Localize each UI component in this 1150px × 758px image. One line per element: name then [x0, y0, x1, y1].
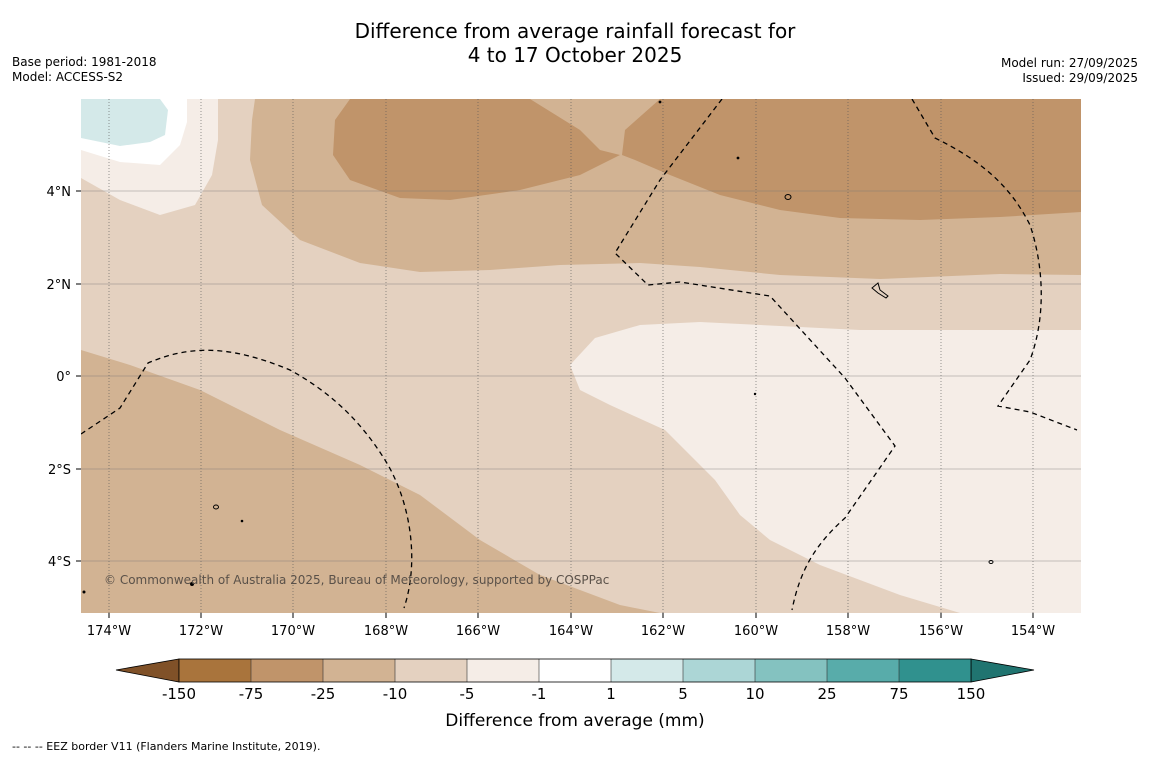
colorbar-tick: 150 — [957, 685, 986, 703]
copyright-text: © Commonwealth of Australia 2025, Bureau… — [104, 573, 609, 587]
island-9 — [988, 560, 994, 564]
axis-ticks — [76, 190, 1034, 618]
colorbar-segment — [611, 659, 683, 682]
map-plot-area: © Commonwealth of Australia 2025, Bureau… — [81, 99, 1081, 613]
lon-label: 168°W — [364, 624, 408, 639]
colorbar-tick: 25 — [817, 685, 836, 703]
eez-footnote: -- -- -- EEZ border V11 (Flanders Marine… — [12, 740, 321, 753]
colorbar-segment — [467, 659, 539, 682]
colorbar-segment — [683, 659, 755, 682]
colorbar-ticks: -150 -75 -25 -10 -5 -1 1 5 10 25 75 150 — [162, 685, 985, 703]
colorbar-segment — [395, 659, 467, 682]
graticule-parallels — [81, 190, 1081, 562]
island-3 — [213, 504, 219, 510]
colorbar-tick: 10 — [745, 685, 764, 703]
island-10 — [82, 590, 86, 594]
island-7 — [658, 100, 662, 104]
colorbar-tick: -25 — [311, 685, 336, 703]
lon-label: 166°W — [456, 624, 500, 639]
colorbar-dividers — [250, 659, 900, 682]
colorbar-tick: 1 — [606, 685, 616, 703]
longitude-labels: 174°W 172°W 170°W 168°W 166°W 164°W 162°… — [87, 624, 1055, 639]
colorbar-extend-high — [970, 658, 1035, 683]
colorbar-tick: -10 — [383, 685, 408, 703]
lat-label: 0° — [56, 370, 71, 385]
colorbar-segment — [179, 659, 251, 682]
chart-title: Difference from average rainfall forecas… — [0, 19, 1150, 67]
lat-label: 2°S — [48, 463, 71, 478]
island-6 — [736, 156, 740, 160]
islands — [82, 100, 994, 594]
island-4 — [240, 519, 244, 523]
colorbar-segment — [323, 659, 395, 682]
issued-date: Issued: 29/09/2025 — [1022, 71, 1138, 85]
lat-label: 4°N — [47, 185, 72, 200]
lat-label: 2°N — [47, 278, 72, 293]
island-1 — [784, 194, 792, 200]
colorbar-tick: -5 — [460, 685, 475, 703]
field-east-m5 — [570, 322, 1081, 613]
model-run: Model run: 27/09/2025 — [1000, 56, 1138, 70]
lon-label: 174°W — [87, 624, 131, 639]
lat-label: 4°S — [48, 555, 71, 570]
colorbar-extend-low — [115, 658, 180, 683]
colorbar-tick: -150 — [162, 685, 196, 703]
colorbar-segment — [899, 659, 971, 682]
base-period: Base period: 1981-2018 — [12, 55, 157, 69]
colorbar-label: Difference from average (mm) — [445, 711, 704, 731]
title-line-2: 4 to 17 October 2025 — [467, 43, 683, 67]
colorbar-frame — [178, 658, 972, 683]
lon-label: 158°W — [826, 624, 870, 639]
eez-border-2 — [614, 99, 896, 611]
field-southwest-m25 — [81, 350, 660, 613]
model-name: Model: ACCESS-S2 — [12, 70, 124, 84]
island-2 — [871, 282, 889, 299]
latitude-labels: 4°N 2°N 0° 2°S 4°S — [47, 185, 72, 570]
field-topleft-p1 — [81, 99, 168, 146]
colorbar-segment — [251, 659, 323, 682]
title-line-1: Difference from average rainfall forecas… — [354, 19, 796, 43]
colorbar-tick: 75 — [889, 685, 908, 703]
field-north-m75-east — [622, 99, 1081, 220]
colorbar: -150 -75 -25 -10 -5 -1 1 5 10 25 75 150 … — [115, 658, 1035, 731]
colorbar-tick: 5 — [678, 685, 688, 703]
eez-border-1 — [81, 349, 413, 609]
lon-label: 154°W — [1011, 624, 1055, 639]
meta-left: Base period: 1981-2018 Model: ACCESS-S2 — [12, 55, 157, 85]
eez-border-3 — [911, 99, 1078, 431]
lon-label: 164°W — [549, 624, 593, 639]
lon-label: 160°W — [734, 624, 778, 639]
lon-label: 162°W — [641, 624, 685, 639]
island-8 — [753, 392, 757, 396]
meta-right: Model run: 27/09/2025 Issued: 29/09/2025 — [1001, 56, 1138, 86]
lon-label: 170°W — [271, 624, 315, 639]
field-north-m75-west — [333, 99, 620, 200]
colorbar-segment — [539, 659, 611, 682]
island-5 — [190, 582, 194, 586]
eez-borders — [81, 99, 1078, 611]
colorbar-segment — [755, 659, 827, 682]
colorbar-tick: -1 — [532, 685, 547, 703]
colorbar-segment — [827, 659, 899, 682]
lon-label: 156°W — [919, 624, 963, 639]
lon-label: 172°W — [179, 624, 223, 639]
colorbar-tick: -75 — [239, 685, 264, 703]
